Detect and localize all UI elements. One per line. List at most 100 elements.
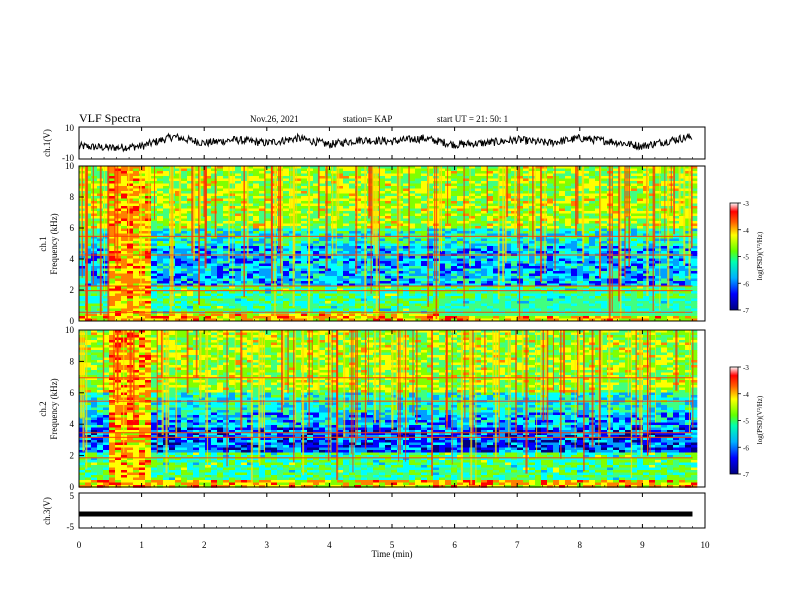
spectrogram-cell [355, 166, 362, 169]
spectrogram-cell [415, 193, 422, 197]
spectrogram-cell [589, 278, 596, 282]
spectrogram-cell [235, 241, 242, 244]
spectrogram-cell [235, 201, 242, 204]
spectrogram-cell [283, 241, 290, 244]
spectrogram-cell [313, 258, 320, 262]
spectrogram-cell [301, 238, 308, 242]
spectrogram-cell [349, 261, 356, 264]
spectrogram-cell [451, 221, 458, 224]
spectrogram-cell [559, 213, 566, 217]
spectrogram-cell [409, 256, 416, 259]
spectrogram-cell [283, 278, 290, 282]
spectrogram-cell [481, 183, 488, 187]
spectrogram-cell [319, 268, 326, 272]
spectrogram-cell [379, 226, 386, 229]
spectrogram-cell [649, 273, 656, 277]
spectrogram-cell [313, 263, 320, 267]
spectrogram-cell [589, 186, 596, 189]
spectrogram-cell [487, 281, 494, 284]
spectrogram-cell [493, 173, 500, 177]
spectrogram-cell [313, 276, 320, 279]
spectrogram-cell [259, 263, 266, 267]
spectrogram-cell [691, 261, 698, 264]
spectrogram-cell [163, 186, 170, 189]
spectrogram-cell [163, 201, 170, 204]
spectrogram-cell [541, 168, 548, 172]
spectrogram-cell [133, 256, 140, 259]
spectrogram-cell [379, 206, 386, 209]
spectrogram-cell [499, 211, 506, 214]
spectrogram-cell [481, 266, 488, 269]
spectrogram-cell [565, 216, 572, 219]
spectrogram-cell [409, 243, 416, 247]
spectrogram-cell [157, 171, 164, 174]
spectrogram-cell [565, 228, 572, 232]
spectrogram-cell [91, 241, 98, 244]
spectrogram-cell [637, 278, 644, 282]
spectrogram-cell [391, 178, 398, 182]
spectrogram-cell [181, 271, 188, 274]
spectrogram-cell [355, 281, 362, 284]
spectrogram-cell [625, 223, 632, 227]
spectrogram-cell [499, 193, 506, 197]
spectrogram-cell [631, 276, 638, 279]
spectrogram-cell [589, 223, 596, 227]
start-time-label: start UT = 21: 50: 1 [437, 114, 508, 124]
spectrogram-cell [547, 196, 554, 199]
spectrogram-cell [661, 251, 668, 254]
spectrogram-cell [469, 173, 476, 177]
spectrogram-cell [181, 256, 188, 259]
spectrogram-cell [133, 218, 140, 222]
spectrogram-cell [481, 278, 488, 282]
spectrogram-cell [313, 166, 320, 169]
spectrogram-cell [553, 173, 560, 177]
spectrogram-cell [517, 166, 524, 169]
spectrogram-cell [547, 218, 554, 222]
spectrogram-cell [133, 166, 140, 169]
spectrogram-cell [253, 278, 260, 282]
spectrogram-cell [403, 271, 410, 274]
spectrogram-cell [109, 261, 116, 264]
spectrogram-cell [319, 258, 326, 262]
spectrogram-cell [121, 178, 128, 182]
spectrogram-cell [151, 281, 158, 284]
spectrogram-cell [379, 266, 386, 269]
spectrogram-cell [571, 241, 578, 244]
spectrogram-cell [121, 166, 128, 169]
spectrogram-cell [631, 228, 638, 232]
spectrogram-cell [349, 256, 356, 259]
spectrogram-cell [547, 183, 554, 187]
spectrogram-cell [385, 213, 392, 217]
spectrogram-cell [211, 176, 218, 179]
spectrogram-cell [235, 188, 242, 192]
spectrogram-cell [475, 226, 482, 229]
spectrogram-cell [673, 166, 680, 169]
spectrogram-cell [301, 176, 308, 179]
spectrogram-cell [457, 263, 464, 267]
spectrogram-cell [655, 218, 662, 222]
spectrogram-cell [181, 238, 188, 242]
spectrogram-cell [313, 248, 320, 252]
spectrogram-cell [475, 191, 482, 194]
spectrogram-cell [631, 218, 638, 222]
spectrogram-cell [391, 173, 398, 177]
spectrogram-cell [661, 256, 668, 259]
spectrogram-cell [331, 166, 338, 169]
spectrogram-cell [505, 278, 512, 282]
spectrogram-cell [565, 213, 572, 217]
spectrogram-cell [409, 176, 416, 179]
spectrogram-cell [103, 173, 110, 177]
spectrogram-cell [493, 166, 500, 169]
spectrogram-cell [565, 263, 572, 267]
spectrogram-cell [517, 266, 524, 269]
spectrogram-cell [589, 173, 596, 177]
spectrogram-cell [337, 251, 344, 254]
spectrogram-cell [661, 173, 668, 177]
spectrogram-cell [547, 243, 554, 247]
spectrogram-cell [265, 221, 272, 224]
spectrogram-cell [283, 231, 290, 234]
spectrogram-cell [415, 238, 422, 242]
spectrogram-cell [211, 181, 218, 184]
spectrogram-cell [133, 261, 140, 264]
spectrogram-cell [553, 258, 560, 262]
